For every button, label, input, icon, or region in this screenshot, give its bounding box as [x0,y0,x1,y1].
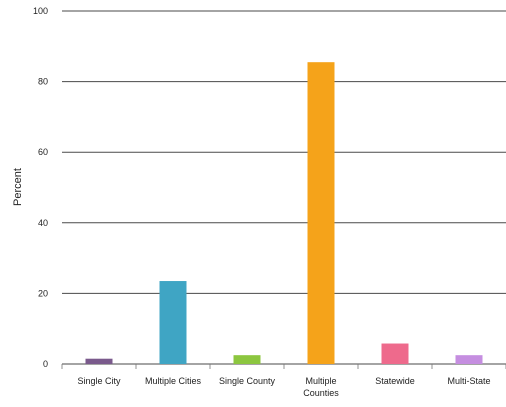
bar-single-city [85,358,113,364]
y-tick-label: 20 [38,288,48,298]
y-tick-label: 100 [33,6,48,16]
x-tick-label: Statewide [375,376,415,386]
y-tick-label: 80 [38,77,48,87]
y-tick-label: 60 [38,147,48,157]
y-tick-label: 40 [38,218,48,228]
bar-statewide [381,343,409,364]
x-tick-label: Multiple Cities [145,376,202,386]
bar-multiple-counties [307,62,335,365]
bars [85,62,483,365]
gridlines [62,10,506,365]
x-tick-label: Single County [219,376,276,386]
bar-multiple-cities [159,281,187,364]
y-axis-label: Percent [12,168,24,206]
x-tick-label: Single City [77,376,121,386]
bar-single-county [233,355,261,364]
bar-multi-state [455,355,483,364]
x-tick-label: Multiple Counties [303,376,339,398]
y-tick-label: 0 [43,359,48,369]
x-tick-label: Multi-State [447,376,490,386]
x-axis-ticks: Single City Multiple Cities Single County M… [61,364,506,398]
y-axis-ticks: 0 20 40 60 80 100 [33,6,48,369]
